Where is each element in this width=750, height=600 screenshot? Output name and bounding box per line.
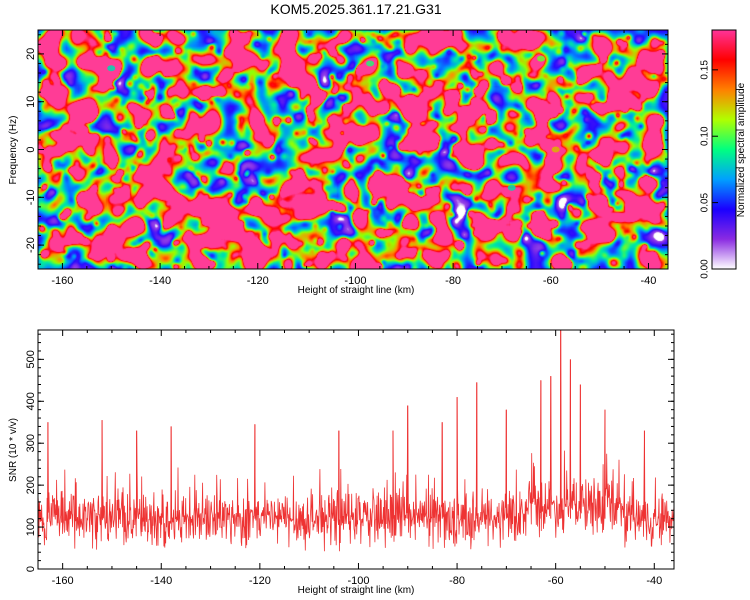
colorbar-tick-label: 0.00 (700, 259, 711, 279)
x-tick-label: -100 (344, 275, 366, 287)
y-tick-label: 0 (25, 566, 37, 572)
colorbar-tick-label: 0.10 (700, 126, 711, 146)
snr-x-axis-label: Height of straight line (km) (298, 585, 415, 596)
heatmap-hotspot-5 (107, 65, 116, 72)
snr-series-line (38, 330, 674, 552)
y-tick-label: 10 (25, 96, 37, 108)
x-tick-label: -100 (347, 575, 369, 587)
snr-y-axis-label: SNR (10 * v/v) (8, 418, 19, 482)
snr-panel: -160 -140 -120 -100 -80 -60 -40 0 100 200 300 400 5… (8, 329, 675, 596)
y-tick-label: 300 (25, 434, 37, 452)
heatmap-hotspot-3 (507, 184, 516, 191)
x-tick-label: -140 (149, 275, 171, 287)
snr-background (38, 330, 674, 569)
colorbar-label: Normalized spectral amplitude (736, 82, 747, 217)
x-tick-label: -160 (52, 575, 74, 587)
x-tick-label: -120 (247, 275, 269, 287)
heatmap-hotspot-1 (551, 146, 560, 153)
colorbar: 0.00 0.05 0.10 0.15 Normalized spectral amp… (700, 29, 747, 279)
y-tick-label: -10 (25, 189, 37, 205)
snr-x-ticks: -160 -140 -120 -100 -80 -60 -40 (37, 330, 662, 587)
x-tick-label: -60 (543, 275, 559, 287)
x-tick-label: -120 (249, 575, 271, 587)
colorbar-ticks: 0.00 0.05 0.10 0.15 (700, 60, 718, 279)
snr-peaks (47, 330, 645, 519)
heatmap-hotspot-2 (537, 55, 546, 62)
x-tick-label: -40 (646, 575, 662, 587)
y-tick-label: -20 (25, 237, 37, 253)
snr-y-ticks: 0 100 200 300 400 500 (25, 333, 674, 572)
y-tick-label: 500 (25, 350, 37, 368)
y-tick-label: 20 (25, 48, 37, 60)
y-tick-label: 100 (25, 518, 37, 536)
heatmap-hotspot-4 (366, 60, 375, 67)
spectrogram-x-axis-label: Height of straight line (km) (298, 285, 415, 296)
spectrogram-hotspots (107, 55, 560, 191)
colorbar-tick-label: 0.15 (700, 60, 711, 80)
x-tick-label: -60 (548, 575, 564, 587)
spectrogram-y-axis-label: Frequency (Hz) (8, 116, 19, 185)
y-tick-label: 400 (25, 392, 37, 410)
figure-title: KOM5.2025.361.17.21.G31 (270, 1, 441, 17)
spectrogram-x-ticks: -160 -140 -120 -100 -80 -60 -40 (37, 30, 657, 287)
colorbar-gradient (711, 29, 737, 270)
x-tick-label: -40 (641, 275, 657, 287)
colorbar-tick-label: 0.05 (700, 192, 711, 212)
spectrogram-y-ticks: 20 10 0 -10 -20 (25, 34, 668, 265)
y-tick-label: 0 (25, 146, 37, 152)
y-tick-label: 200 (25, 476, 37, 494)
x-tick-label: -160 (51, 275, 73, 287)
x-tick-label: -80 (449, 575, 465, 587)
x-tick-label: -140 (150, 575, 172, 587)
spectrogram-panel: -160 -140 -120 -100 -80 -60 -40 20 10 0 -10 -20 He… (8, 29, 669, 296)
x-tick-label: -80 (445, 275, 461, 287)
heatmap-hotspot-0 (541, 110, 550, 117)
spectrogram-heatmap (38, 30, 668, 269)
snr-frame (37, 329, 675, 570)
